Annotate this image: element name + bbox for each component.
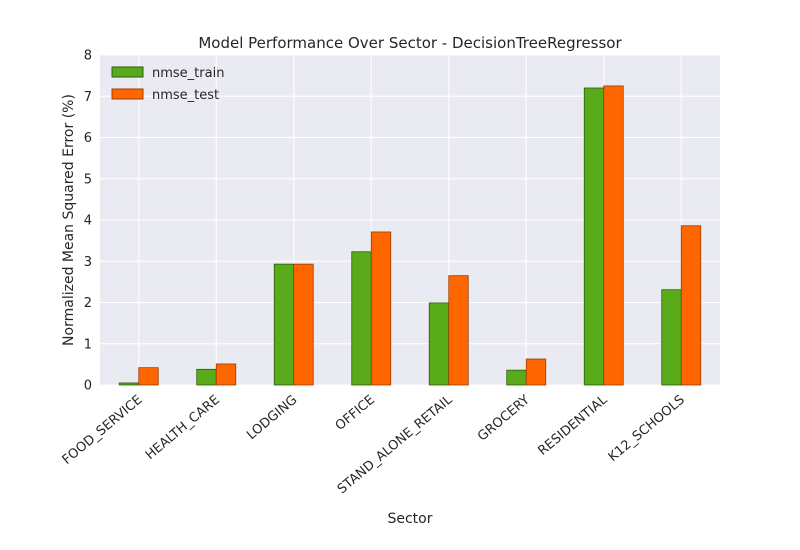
y-tick-label: 4	[84, 214, 92, 229]
y-tick-label: 1	[84, 337, 92, 352]
y-tick-label: 3	[84, 255, 92, 270]
legend-swatch-nmse-train	[111, 66, 144, 78]
bar-nmse-test-residential	[603, 85, 624, 386]
y-axis-label: Normalized Mean Squared Error (%)	[61, 94, 77, 346]
chart-title: Model Performance Over Sector - Decision…	[198, 34, 622, 52]
bar-nmse-test-office	[370, 231, 392, 386]
bar-nmse-test-grocery	[525, 358, 547, 386]
bar-nmse-train-grocery	[506, 369, 527, 386]
y-tick-label: 2	[84, 296, 92, 311]
bar-nmse-train-k12-schools	[661, 289, 682, 386]
bar-nmse-train-residential	[583, 87, 605, 386]
bar-nmse-train-office	[351, 251, 372, 386]
bar-nmse-train-stand-alone-retail	[428, 302, 450, 386]
bar-nmse-test-health-care	[215, 363, 237, 386]
legend-swatch-nmse-test	[111, 88, 144, 100]
y-tick-label: 7	[84, 90, 92, 105]
bar-nmse-test-lodging	[293, 263, 314, 386]
bar-nmse-test-food-service	[138, 367, 159, 386]
x-tick-label: GROCERY	[475, 393, 533, 445]
y-tick-label: 5	[84, 172, 92, 187]
bar-nmse-test-stand-alone-retail	[448, 275, 469, 386]
bar-nmse-train-lodging	[273, 263, 295, 386]
x-tick-label: LODGING	[244, 393, 300, 444]
x-tick-label: HEALTH_CARE	[143, 393, 223, 463]
legend-label-nmse-train: nmse_train	[152, 66, 224, 81]
x-tick-label: OFFICE	[333, 393, 378, 434]
y-tick-label: 8	[84, 49, 92, 64]
y-tick-label: 0	[84, 379, 92, 394]
bar-nmse-train-health-care	[196, 368, 217, 386]
y-tick-label: 6	[84, 131, 92, 146]
bars	[118, 85, 702, 386]
bar-nmse-test-k12-schools	[680, 225, 702, 386]
x-tick-label: RESIDENTIAL	[535, 392, 610, 459]
legend-label-nmse-test: nmse_test	[152, 88, 219, 103]
x-tick-label: FOOD_SERVICE	[60, 393, 146, 468]
x-tick-label: K12_SCHOOLS	[606, 393, 688, 465]
x-axis-label: Sector	[387, 511, 432, 527]
bar-nmse-train-food-service	[118, 382, 140, 386]
legend: nmse_train nmse_test	[111, 66, 224, 103]
y-tick-labels: 0 1 2 3 4 5 6 7 8	[84, 49, 92, 394]
